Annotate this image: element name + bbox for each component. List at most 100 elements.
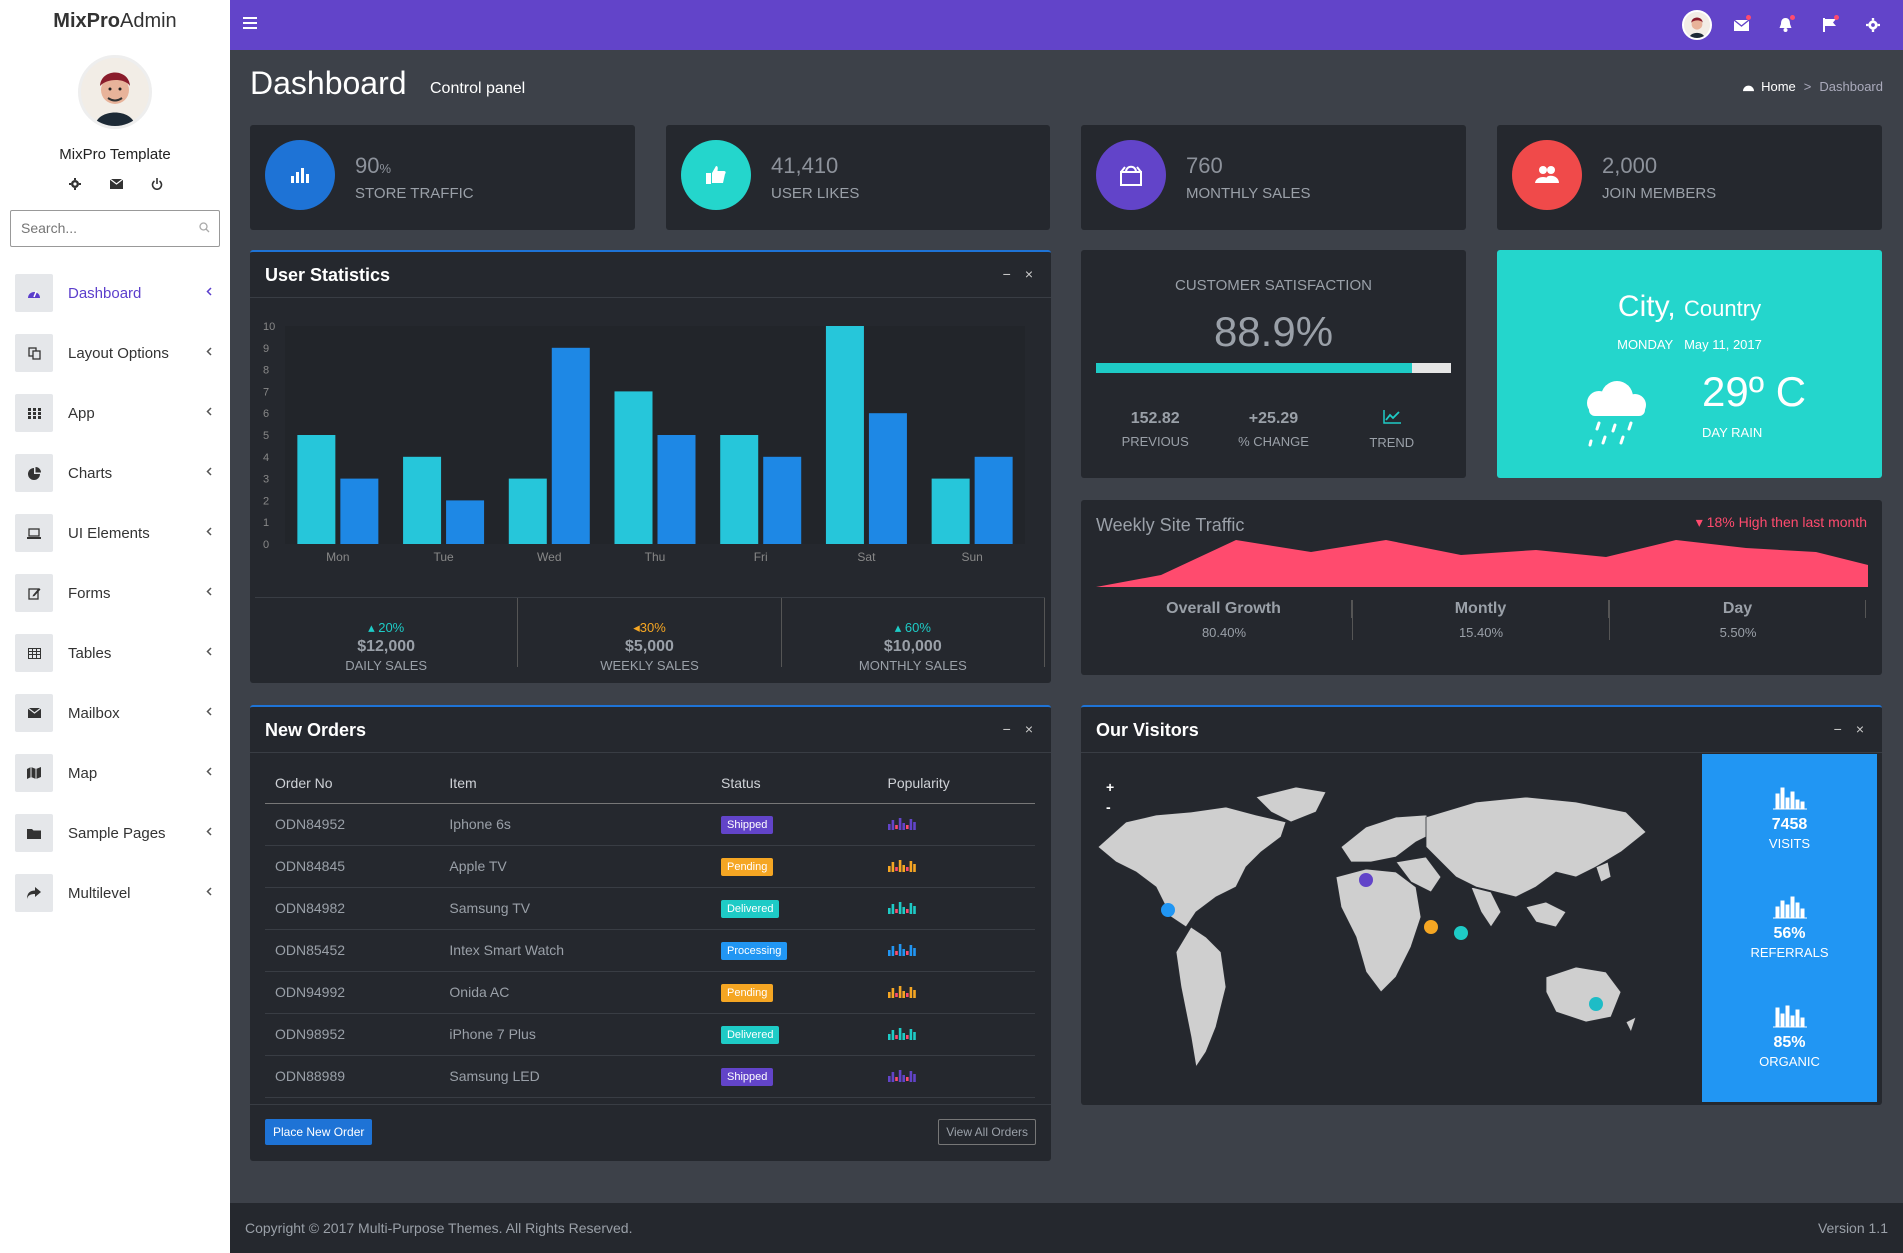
column-header[interactable]: Status bbox=[710, 763, 878, 804]
sidebar-item-mailbox[interactable]: Mailbox bbox=[0, 683, 230, 743]
sidebar-item-map[interactable]: Map bbox=[0, 743, 230, 803]
minimize-icon[interactable]: − bbox=[1833, 721, 1842, 737]
close-icon[interactable]: × bbox=[1855, 721, 1864, 737]
order-item: Iphone 6s bbox=[439, 803, 711, 846]
visitor-stat-referrals: 56% REFERRALS bbox=[1702, 893, 1877, 960]
sparkline-bar bbox=[887, 824, 891, 830]
popularity-sparkline bbox=[887, 818, 916, 830]
order-item: iPhone 7 Plus bbox=[439, 1013, 711, 1056]
sparkline-bar bbox=[905, 825, 909, 829]
zoom-in-button[interactable]: + bbox=[1106, 779, 1115, 795]
chart-bar[interactable] bbox=[931, 478, 970, 544]
satisfaction-progress bbox=[1096, 363, 1451, 373]
sidebar-item-ui-elements[interactable]: UI Elements bbox=[0, 503, 230, 563]
sparkline-bar bbox=[891, 904, 894, 914]
main-content: Dashboard Control panel Home > Dashboard… bbox=[230, 50, 1903, 1203]
chart-bar[interactable] bbox=[763, 456, 802, 544]
panel-header: Our Visitors − × bbox=[1081, 707, 1882, 753]
chevron-left-icon bbox=[206, 767, 212, 776]
flag-button[interactable] bbox=[1807, 10, 1851, 40]
share-icon bbox=[15, 874, 53, 912]
chart-bar[interactable] bbox=[508, 478, 547, 544]
minimize-icon[interactable]: − bbox=[1002, 721, 1011, 737]
panel-header: New Orders − × bbox=[250, 707, 1051, 753]
table-row[interactable]: ODN98952 iPhone 7 Plus Delivered bbox=[265, 1013, 1035, 1056]
chart-bar[interactable] bbox=[340, 478, 379, 544]
trend-chart-icon bbox=[1333, 410, 1451, 429]
chart-bar[interactable] bbox=[297, 435, 336, 544]
sparkline-bar bbox=[887, 908, 891, 914]
order-item: Onida AC bbox=[439, 971, 711, 1014]
sidebar-item-layout-options[interactable]: Layout Options bbox=[0, 323, 230, 383]
order-item: Apple TV bbox=[439, 845, 711, 888]
chart-bar[interactable] bbox=[825, 326, 864, 544]
chart-bar[interactable] bbox=[720, 435, 759, 544]
sparkline-bar bbox=[894, 825, 898, 829]
user-avatar[interactable] bbox=[78, 55, 152, 129]
hamburger-menu-icon[interactable] bbox=[243, 17, 257, 29]
user-menu[interactable] bbox=[1675, 10, 1719, 40]
brand-logo[interactable]: MixProAdmin bbox=[53, 10, 177, 32]
sparkline-bar bbox=[891, 1030, 894, 1040]
place-new-order-button[interactable]: Place New Order bbox=[265, 1119, 373, 1145]
search-icon[interactable] bbox=[199, 222, 210, 233]
weekly-traffic-card: Weekly Site Traffic ▾ 18% High then last… bbox=[1081, 500, 1882, 675]
table-row[interactable]: ODN84845 Apple TV Pending bbox=[265, 845, 1035, 888]
table-row[interactable]: ODN94992 Onida AC Pending bbox=[265, 971, 1035, 1014]
y-tick-label: 2 bbox=[263, 495, 269, 507]
envelope-icon[interactable] bbox=[107, 175, 125, 193]
chart-bar[interactable] bbox=[868, 413, 907, 544]
notifications-button[interactable] bbox=[1763, 10, 1807, 40]
table-row[interactable]: ODN88989 Samsung LED Shipped bbox=[265, 1055, 1035, 1098]
breadcrumb-home[interactable]: Home bbox=[1761, 79, 1796, 94]
status-badge: Pending bbox=[720, 857, 774, 876]
sidebar-item-multilevel[interactable]: Multilevel bbox=[0, 863, 230, 923]
satisfaction-value: 88.9% bbox=[1213, 308, 1334, 355]
satisfaction-previous: 152.82 PREVIOUS bbox=[1121, 410, 1189, 449]
table-row[interactable]: ODN85452 Intex Smart Watch Processing bbox=[265, 929, 1035, 972]
y-tick-label: 5 bbox=[263, 430, 269, 442]
gear-icon[interactable] bbox=[66, 175, 84, 193]
column-header[interactable]: Order No bbox=[265, 763, 440, 804]
zoom-out-button[interactable]: - bbox=[1106, 799, 1111, 815]
sidebar-item-forms[interactable]: Forms bbox=[0, 563, 230, 623]
chart-bar[interactable] bbox=[551, 347, 590, 544]
close-icon[interactable]: × bbox=[1024, 721, 1033, 737]
messages-button[interactable] bbox=[1719, 10, 1763, 40]
sparkline-bar bbox=[887, 950, 891, 956]
sidebar-item-tables[interactable]: Tables bbox=[0, 623, 230, 683]
sidebar-item-sample-pages[interactable]: Sample Pages bbox=[0, 803, 230, 863]
traffic-area-chart bbox=[1096, 540, 1868, 587]
view-all-orders-button[interactable]: View All Orders bbox=[938, 1119, 1036, 1145]
sparkline-bar bbox=[901, 949, 905, 956]
sidebar-item-dashboard[interactable]: Dashboard bbox=[0, 263, 230, 323]
chart-bar[interactable] bbox=[446, 500, 485, 544]
table-row[interactable]: ODN84982 Samsung TV Delivered bbox=[265, 887, 1035, 930]
column-header[interactable]: Popularity bbox=[877, 763, 1035, 804]
power-icon[interactable] bbox=[148, 175, 166, 193]
close-icon[interactable]: × bbox=[1024, 266, 1033, 282]
user-statistics-panel: User Statistics − × 0 1 2 3 4 5 6 7 8 9 10 Mon Tue Wed… bbox=[250, 250, 1051, 683]
stat-value: 2,000 bbox=[1602, 153, 1658, 178]
chart-bar[interactable] bbox=[403, 456, 442, 544]
minimize-icon[interactable]: − bbox=[1002, 266, 1011, 282]
sidebar-item-app[interactable]: App bbox=[0, 383, 230, 443]
sidebar-item-charts[interactable]: Charts bbox=[0, 443, 230, 503]
chart-bar[interactable] bbox=[614, 391, 653, 544]
sparkline-bar bbox=[891, 988, 894, 998]
envelope-icon bbox=[1733, 19, 1749, 31]
sparkline-bar bbox=[894, 909, 898, 913]
sidebar-item-label: Multilevel bbox=[68, 884, 131, 902]
sales-amount: $12,000 bbox=[357, 638, 416, 655]
sparkline-bar bbox=[905, 1035, 909, 1039]
settings-button[interactable] bbox=[1851, 10, 1895, 40]
stat-card-monthly-sales: 760 MONTHLY SALES bbox=[1081, 125, 1466, 230]
world-map[interactable] bbox=[1096, 777, 1676, 1077]
chart-bar[interactable] bbox=[657, 435, 696, 544]
chevron-left-icon bbox=[206, 347, 212, 356]
table-row[interactable]: ODN84952 Iphone 6s Shipped bbox=[265, 803, 1035, 846]
chart-bar[interactable] bbox=[974, 456, 1013, 544]
sparkline-bar bbox=[887, 1034, 891, 1040]
search-input[interactable] bbox=[21, 211, 191, 244]
column-header[interactable]: Item bbox=[439, 763, 711, 804]
